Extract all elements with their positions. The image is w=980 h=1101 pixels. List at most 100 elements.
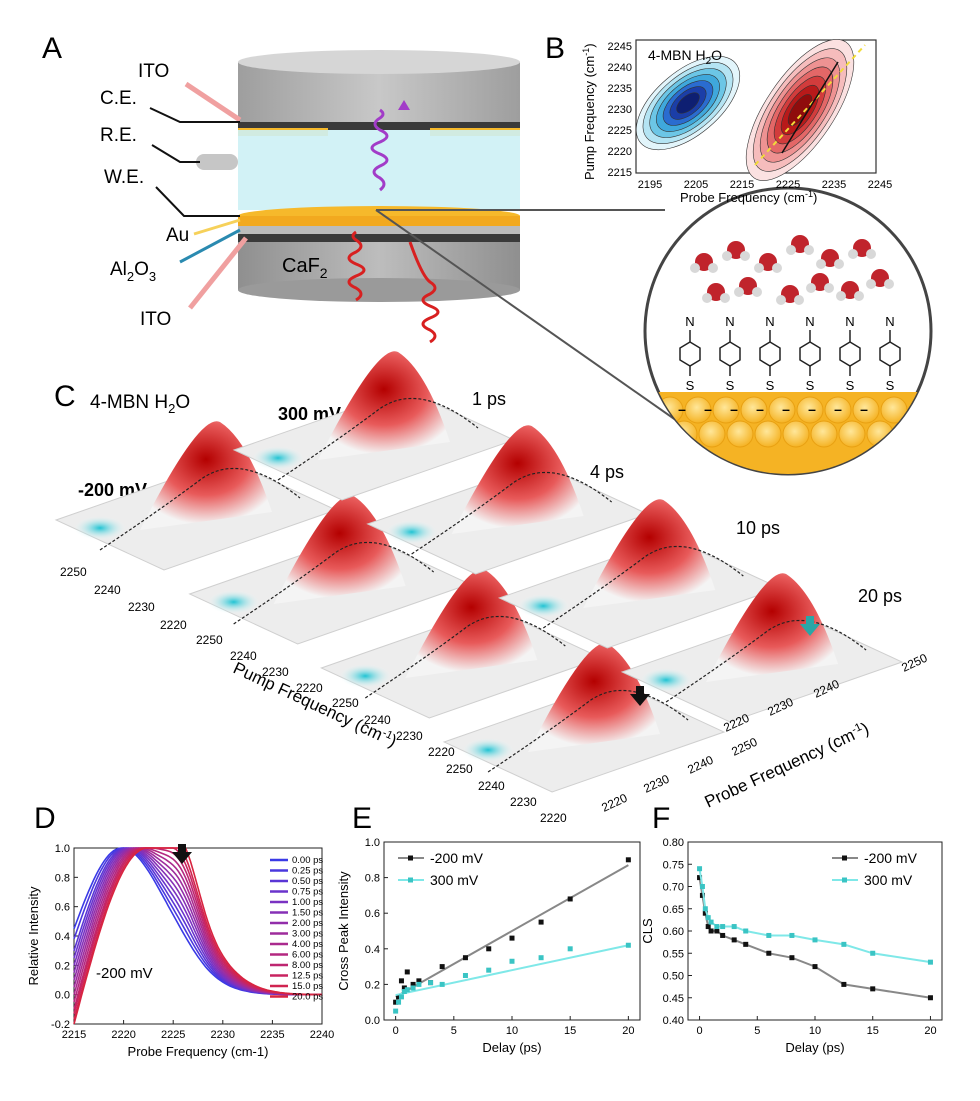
ir-pulse-red-2: [408, 241, 440, 344]
y-tick-label: 0.4: [365, 944, 380, 956]
potential-annotation: -200 mV: [96, 965, 153, 982]
x-axis-label: Probe Frequency (cm-1): [128, 1044, 269, 1059]
panel-d-letter: D: [34, 802, 56, 835]
y-tick-label: 1.0: [55, 843, 70, 855]
chart-d: 2215 2220 2225 2230 2235 2240 -0.2 0.0 0.2 0.4 0.6…: [26, 843, 334, 1059]
data-point: [401, 989, 407, 995]
negative-well: [207, 590, 260, 614]
legend-marker: [408, 855, 413, 861]
data-point: [812, 964, 818, 970]
y-tick-label: 0.40: [663, 1015, 684, 1027]
y-tick-label: -0.2: [51, 1019, 70, 1031]
data-point: [410, 981, 416, 987]
panel-f-letter: F: [652, 802, 670, 835]
x-tick-label: 15: [867, 1025, 879, 1037]
water-hydrogen: [752, 287, 762, 297]
gold-atom: [782, 420, 810, 448]
x-tick-label: 15: [564, 1025, 576, 1037]
x-tick-label: 2225: [161, 1029, 185, 1041]
svg-text:2240: 2240: [230, 649, 257, 663]
b-ytick: 2215: [608, 167, 632, 179]
y-tick-label: 0.8: [55, 872, 70, 884]
center-line: [364, 615, 566, 699]
panel-b-title: 4-MBN H2O: [648, 47, 722, 67]
x-axis-label: Delay (ps): [482, 1040, 541, 1055]
legend-label: 4.00 ps: [292, 939, 323, 950]
y-tick-label: 0.80: [663, 837, 684, 849]
thiol-s-label: S: [726, 378, 735, 393]
gold-atom: [698, 420, 726, 448]
positive-peak: [318, 351, 450, 460]
data-point: [538, 955, 544, 961]
water-hydrogen: [794, 295, 804, 305]
surface-charge-label: –: [860, 401, 868, 417]
svg-text:2240: 2240: [364, 713, 391, 727]
data-point: [927, 995, 933, 1001]
center-line: [277, 397, 479, 481]
label-re: R.E.: [100, 125, 137, 146]
data-point: [439, 981, 445, 987]
center-line: [487, 689, 689, 773]
center-line: [411, 471, 613, 555]
center-line: [542, 545, 744, 629]
data-point: [705, 924, 711, 930]
legend-marker: [842, 877, 847, 883]
legend-label: 15.0 ps: [292, 981, 323, 992]
negative-well: [385, 520, 438, 544]
legend-label: 0.00 ps: [292, 855, 323, 866]
legend-label: -200 mV: [864, 850, 918, 866]
data-point: [462, 973, 468, 978]
data-point: [567, 896, 573, 902]
panel-b-2d-ir: 4-MBN H2O 2195 2205 2215 2225 2235 2245 2215 22…: [581, 39, 892, 205]
data-point: [396, 999, 402, 1005]
water-hydrogen: [804, 245, 814, 255]
surface-charge-label: –: [782, 401, 790, 417]
positive-peak: [706, 573, 839, 682]
legend-label: 1.00 ps: [292, 897, 323, 908]
ir-pulse-red-1: [347, 230, 366, 302]
chart-f: 0 5 10 15 20 0.40 0.45 0.50 0.55 0.60 0.65 0.70 0.75…: [640, 837, 943, 1055]
negative-well: [74, 516, 126, 540]
water-hydrogen: [720, 293, 730, 303]
x-tick-label: 10: [809, 1025, 821, 1037]
legend-label: 20.0 ps: [292, 992, 323, 1003]
gold-atom: [824, 396, 852, 424]
label-ce: C.E.: [100, 88, 137, 109]
x-tick-label: 2220: [111, 1029, 135, 1041]
panel-a-letter: A: [42, 32, 62, 65]
thiol-s-label: S: [766, 378, 775, 393]
b-ytick: 2240: [608, 62, 632, 74]
data-point: [720, 924, 726, 930]
svg-text:2220: 2220: [296, 681, 323, 695]
interface-zoom-circle: – – – – – – – – N S N S N S N S N S N S: [643, 186, 933, 476]
panel-b-ylabel: Pump Frequency (cm-1): [581, 43, 597, 180]
b-xtick: 2195: [638, 179, 662, 191]
negative-well: [462, 738, 515, 762]
b-ytick: 2245: [608, 41, 632, 53]
water-hydrogen: [776, 295, 786, 305]
data-point: [697, 875, 703, 881]
label-1ps: 1 ps: [472, 389, 506, 409]
water-hydrogen: [866, 249, 876, 259]
surface-tile: [54, 421, 338, 571]
water-hydrogen: [754, 263, 764, 273]
gold-atom: [712, 396, 740, 424]
data-point: [398, 978, 404, 984]
zoom-line-bottom: [375, 209, 691, 431]
water-hydrogen: [806, 283, 816, 293]
legend-label: 300 mV: [430, 872, 479, 888]
data-point: [393, 1008, 399, 1014]
gold-atom: [670, 420, 698, 448]
x-tick-label: 5: [451, 1025, 457, 1037]
b-xtick: 2225: [776, 179, 800, 191]
data-point: [625, 857, 631, 863]
data-point: [708, 928, 714, 934]
data-point: [766, 950, 772, 956]
chart-e: 0 5 10 15 20 0.0 0.2 0.4 0.6 0.8 1.0 Delay (ps) Cros…: [336, 837, 641, 1055]
y-tick-label: 0.2: [55, 960, 70, 972]
center-line: [233, 541, 435, 625]
data-point: [789, 932, 795, 938]
data-point: [404, 969, 410, 975]
y-tick-label: 0.6: [365, 908, 380, 920]
b-ytick: 2225: [608, 125, 632, 137]
